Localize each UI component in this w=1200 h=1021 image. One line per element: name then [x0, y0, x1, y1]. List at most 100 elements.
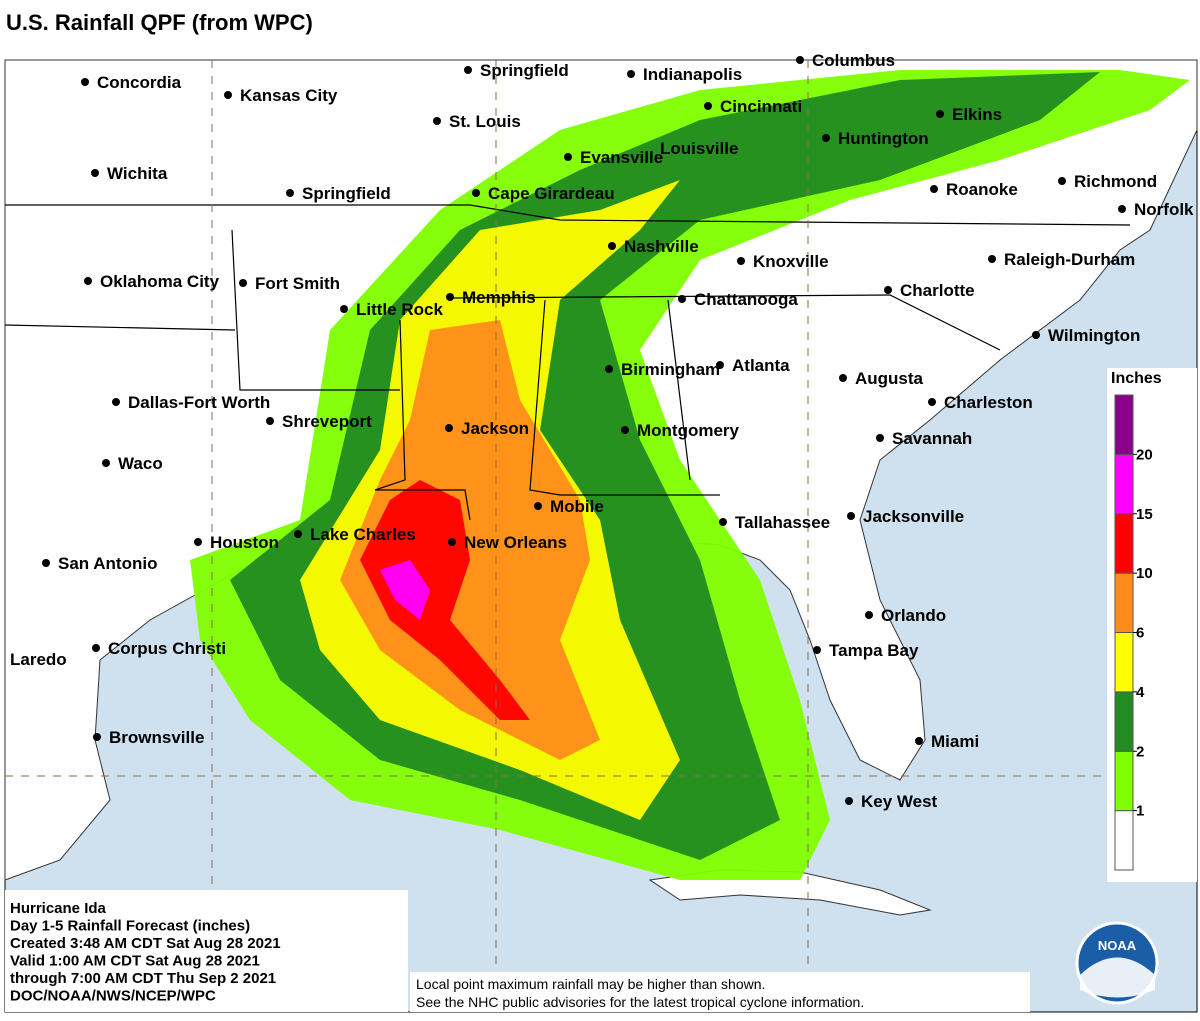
logo-wave	[1080, 957, 1155, 998]
disclaimer-panel	[410, 972, 1030, 1012]
city-label: Louisville	[660, 139, 738, 158]
city-dot	[1032, 331, 1040, 339]
info-line: Hurricane Ida	[10, 900, 107, 917]
city-label: Wilmington	[1048, 326, 1140, 345]
city-label: Indianapolis	[643, 65, 742, 84]
city-label: Springfield	[302, 184, 391, 203]
city-dot	[813, 646, 821, 654]
city-dot	[704, 102, 712, 110]
city-dot	[102, 459, 110, 467]
legend-label: 6	[1136, 625, 1144, 642]
legend-swatch	[1114, 750, 1134, 812]
city-dot	[446, 293, 454, 301]
city-dot	[42, 559, 50, 567]
state-line	[529, 299, 720, 496]
legend-swatch	[1114, 453, 1134, 515]
city-label: Charleston	[944, 393, 1033, 412]
legend: Inches 1 2 4 6 10 15 20	[1107, 368, 1197, 882]
city-label: Houston	[210, 533, 279, 552]
city-label: Nashville	[624, 237, 699, 256]
title: U.S. Rainfall QPF (from WPC)	[6, 10, 313, 35]
city-label: Atlanta	[732, 356, 790, 375]
legend-label: 20	[1136, 446, 1153, 463]
city-dot	[91, 169, 99, 177]
city-dot	[81, 78, 89, 86]
legend-label: 1	[1136, 803, 1144, 820]
city-label: Elkins	[952, 105, 1002, 124]
state-line	[5, 204, 1131, 226]
city-label: Oklahoma City	[100, 272, 220, 291]
city-dot	[936, 110, 944, 118]
city-label: Evansville	[580, 148, 663, 167]
city-dot	[340, 305, 348, 313]
city-label: Huntington	[838, 129, 929, 148]
city-label: Charlotte	[900, 281, 975, 300]
city-dot	[472, 189, 480, 197]
rainfall-areas	[190, 70, 1190, 880]
legend-label: 2	[1136, 743, 1144, 760]
city-label: Mobile	[550, 497, 604, 516]
info-line: Created 3:48 AM CDT Sat Aug 28 2021	[10, 935, 281, 952]
legend-swatch	[1114, 513, 1134, 574]
city-label: Waco	[118, 454, 163, 473]
disclaimer-text: Local point maximum rainfall may be high…	[416, 976, 864, 1010]
cities: Concordia Kansas City Springfield Indianapo…	[10, 51, 1194, 811]
rainfall-area	[360, 480, 530, 720]
logo-text: NOAA	[1098, 938, 1137, 953]
city-dot	[464, 66, 472, 74]
legend-title: Inches	[1111, 370, 1162, 387]
state-line	[449, 294, 1001, 351]
city-dot	[534, 502, 542, 510]
city-dot	[448, 538, 456, 546]
city-label: Montgomery	[637, 421, 740, 440]
city-label: Dallas-Fort Worth	[128, 393, 270, 412]
city-label: Wichita	[107, 164, 168, 183]
city-label: Lake Charles	[310, 525, 416, 544]
city-dot	[433, 117, 441, 125]
legend-swatch	[1114, 691, 1134, 752]
city-label: Tallahassee	[735, 513, 830, 532]
state-line	[374, 319, 406, 491]
city-label: Fort Smith	[255, 274, 340, 293]
info-line: Valid 1:00 AM CDT Sat Aug 28 2021	[10, 953, 260, 970]
legend-swatch	[1114, 394, 1134, 455]
city-dot	[294, 530, 302, 538]
city-label: Kansas City	[240, 86, 338, 105]
city-label: Miami	[931, 732, 979, 751]
city-dot	[1058, 177, 1066, 185]
city-dot	[839, 374, 847, 382]
city-label: Birmingham	[621, 360, 720, 379]
legend-swatch	[1114, 632, 1134, 693]
city-dot	[93, 733, 101, 741]
legend-label: 4	[1136, 684, 1145, 701]
city-dot	[445, 424, 453, 432]
info-line: DOC/NOAA/NWS/NCEP/WPC	[10, 988, 216, 1005]
noaa-logo: NOAA	[1075, 921, 1159, 1005]
city-label: Jacksonville	[863, 507, 964, 526]
city-dot	[876, 434, 884, 442]
city-label: Knoxville	[753, 252, 829, 271]
city-dot	[884, 286, 892, 294]
rainfall-area	[380, 560, 430, 620]
city-dot	[1118, 205, 1126, 213]
city-label: San Antonio	[58, 554, 157, 573]
graticule	[5, 60, 1197, 1012]
city-dot	[737, 257, 745, 265]
info-line: through 7:00 AM CDT Thu Sep 2 2021	[10, 970, 276, 987]
city-label: Key West	[861, 792, 938, 811]
city-dot	[84, 277, 92, 285]
city-dot	[112, 398, 120, 406]
city-dot	[92, 644, 100, 652]
city-label: Laredo	[10, 650, 67, 669]
city-label: Little Rock	[356, 300, 443, 319]
city-label: Springfield	[480, 61, 569, 80]
city-label: New Orleans	[464, 533, 567, 552]
city-label: Tampa Bay	[829, 641, 919, 660]
city-label: Raleigh-Durham	[1004, 250, 1135, 269]
city-label: Cincinnati	[720, 97, 802, 116]
city-dot	[627, 70, 635, 78]
city-label: Brownsville	[109, 728, 204, 747]
